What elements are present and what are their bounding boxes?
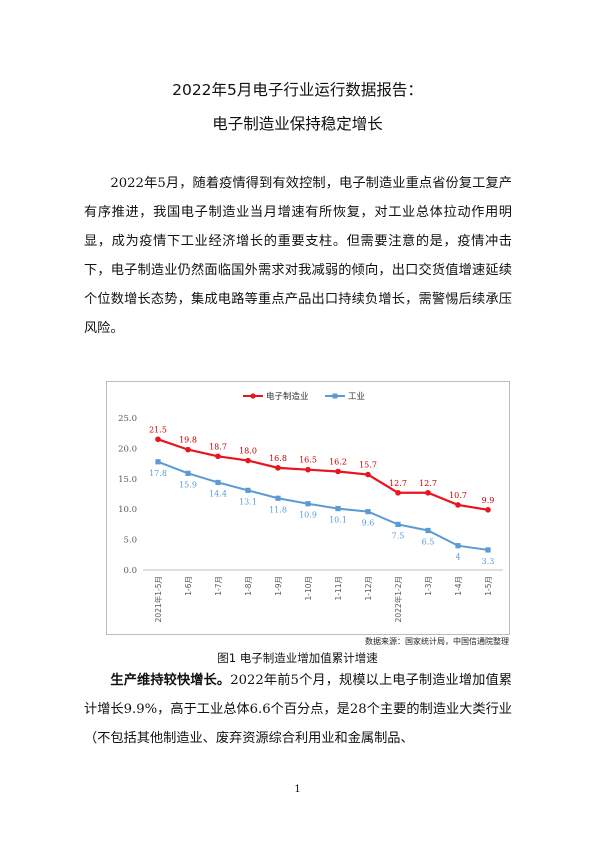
legend-label-1: 工业 xyxy=(348,391,365,402)
data-label: 16.8 xyxy=(269,454,287,463)
data-label: 3.3 xyxy=(482,557,495,566)
data-label: 6.5 xyxy=(422,537,435,546)
section-paragraph: 生产维持较快增长。2022年前5个月，规模以上电子制造业增加值累计增长9.9%，… xyxy=(84,666,512,753)
data-point xyxy=(155,459,160,464)
data-label: 9.9 xyxy=(482,496,495,505)
x-tick-label: 1-9月 xyxy=(274,576,283,596)
y-tick-label: 25.0 xyxy=(118,414,137,424)
data-point xyxy=(485,547,490,552)
data-point xyxy=(455,502,461,508)
data-label: 10.9 xyxy=(299,511,317,520)
data-point xyxy=(245,458,251,464)
x-tick-label: 2022年1-2月 xyxy=(393,576,403,622)
data-label: 16.2 xyxy=(329,458,347,467)
data-point xyxy=(215,454,221,460)
data-label: 17.8 xyxy=(149,469,167,478)
data-point xyxy=(215,480,220,485)
report-title-line1: 2022年5月电子行业运行数据报告： xyxy=(0,78,595,100)
data-point xyxy=(245,488,250,493)
y-tick-label: 10.0 xyxy=(118,505,137,515)
data-label: 19.8 xyxy=(179,436,197,445)
section-lead: 生产维持较快增长。 xyxy=(110,673,230,688)
x-tick-label: 1-12月 xyxy=(364,576,373,601)
report-title-line2: 电子制造业保持稳定增长 xyxy=(0,112,595,134)
data-label: 10.1 xyxy=(329,516,347,525)
data-point xyxy=(395,490,401,496)
x-tick-label: 1-8月 xyxy=(244,576,253,596)
data-label: 18.0 xyxy=(239,447,257,456)
data-label: 7.5 xyxy=(392,531,405,540)
data-point xyxy=(275,465,281,471)
data-label: 13.1 xyxy=(239,497,257,506)
y-tick-label: 5.0 xyxy=(123,536,137,546)
data-point xyxy=(185,447,191,453)
series-line-0 xyxy=(158,439,488,510)
data-label: 15.9 xyxy=(179,480,197,489)
data-label: 9.6 xyxy=(362,519,375,528)
data-label: 18.7 xyxy=(209,442,227,451)
x-tick-label: 2021年1-5月 xyxy=(153,576,163,622)
data-point xyxy=(425,528,430,533)
data-point xyxy=(305,467,311,473)
data-label: 16.5 xyxy=(299,456,317,465)
data-point xyxy=(485,507,491,513)
data-point xyxy=(455,543,460,548)
legend-marker-1 xyxy=(333,394,338,399)
data-point xyxy=(335,469,341,475)
data-point xyxy=(425,490,431,496)
series-line-1 xyxy=(158,462,488,550)
data-point xyxy=(365,472,371,478)
data-label: 21.5 xyxy=(149,425,167,434)
legend-marker-0 xyxy=(250,393,255,398)
data-label: 12.7 xyxy=(419,479,437,488)
data-label: 14.4 xyxy=(209,489,227,498)
y-tick-label: 20.0 xyxy=(118,444,137,454)
data-label: 11.8 xyxy=(269,505,287,514)
data-point xyxy=(155,436,161,442)
y-tick-label: 0.0 xyxy=(123,566,137,576)
x-tick-label: 1-7月 xyxy=(214,576,223,596)
data-point xyxy=(305,501,310,506)
x-tick-label: 1-5月 xyxy=(484,576,493,596)
data-source-note: 数据来源：国家统计局，中国信通院整理 xyxy=(365,636,509,647)
x-tick-label: 1-4月 xyxy=(454,576,463,596)
chart-container: 25.0 20.0 15.0 10.0 5.0 0.0 2021年1-5月 1-6月 1-7月 1… xyxy=(106,381,510,635)
x-tick-label: 1-11月 xyxy=(334,576,343,601)
line-chart: 25.0 20.0 15.0 10.0 5.0 0.0 2021年1-5月 1-6月 1-7月 1… xyxy=(107,382,511,636)
page-number: 1 xyxy=(0,784,595,795)
data-label: 15.7 xyxy=(359,461,377,470)
figure-caption: 图1 电子制造业增加值累计增速 xyxy=(0,650,595,666)
data-point xyxy=(395,522,400,527)
data-label: 10.7 xyxy=(449,491,467,500)
intro-paragraph: 2022年5月，随着疫情得到有效控制，电子制造业重点省份复工复产有序推进，我国电… xyxy=(84,169,512,343)
x-tick-label: 1-6月 xyxy=(184,576,193,596)
data-point xyxy=(365,509,370,514)
y-tick-label: 15.0 xyxy=(118,475,137,485)
data-point xyxy=(275,496,280,501)
data-point xyxy=(185,471,190,476)
x-tick-label: 1-3月 xyxy=(424,576,433,596)
data-point xyxy=(335,506,340,511)
legend-label-0: 电子制造业 xyxy=(266,391,309,402)
x-tick-label: 1-10月 xyxy=(304,576,313,601)
data-label: 12.7 xyxy=(389,479,407,488)
data-label: 4 xyxy=(455,553,460,562)
